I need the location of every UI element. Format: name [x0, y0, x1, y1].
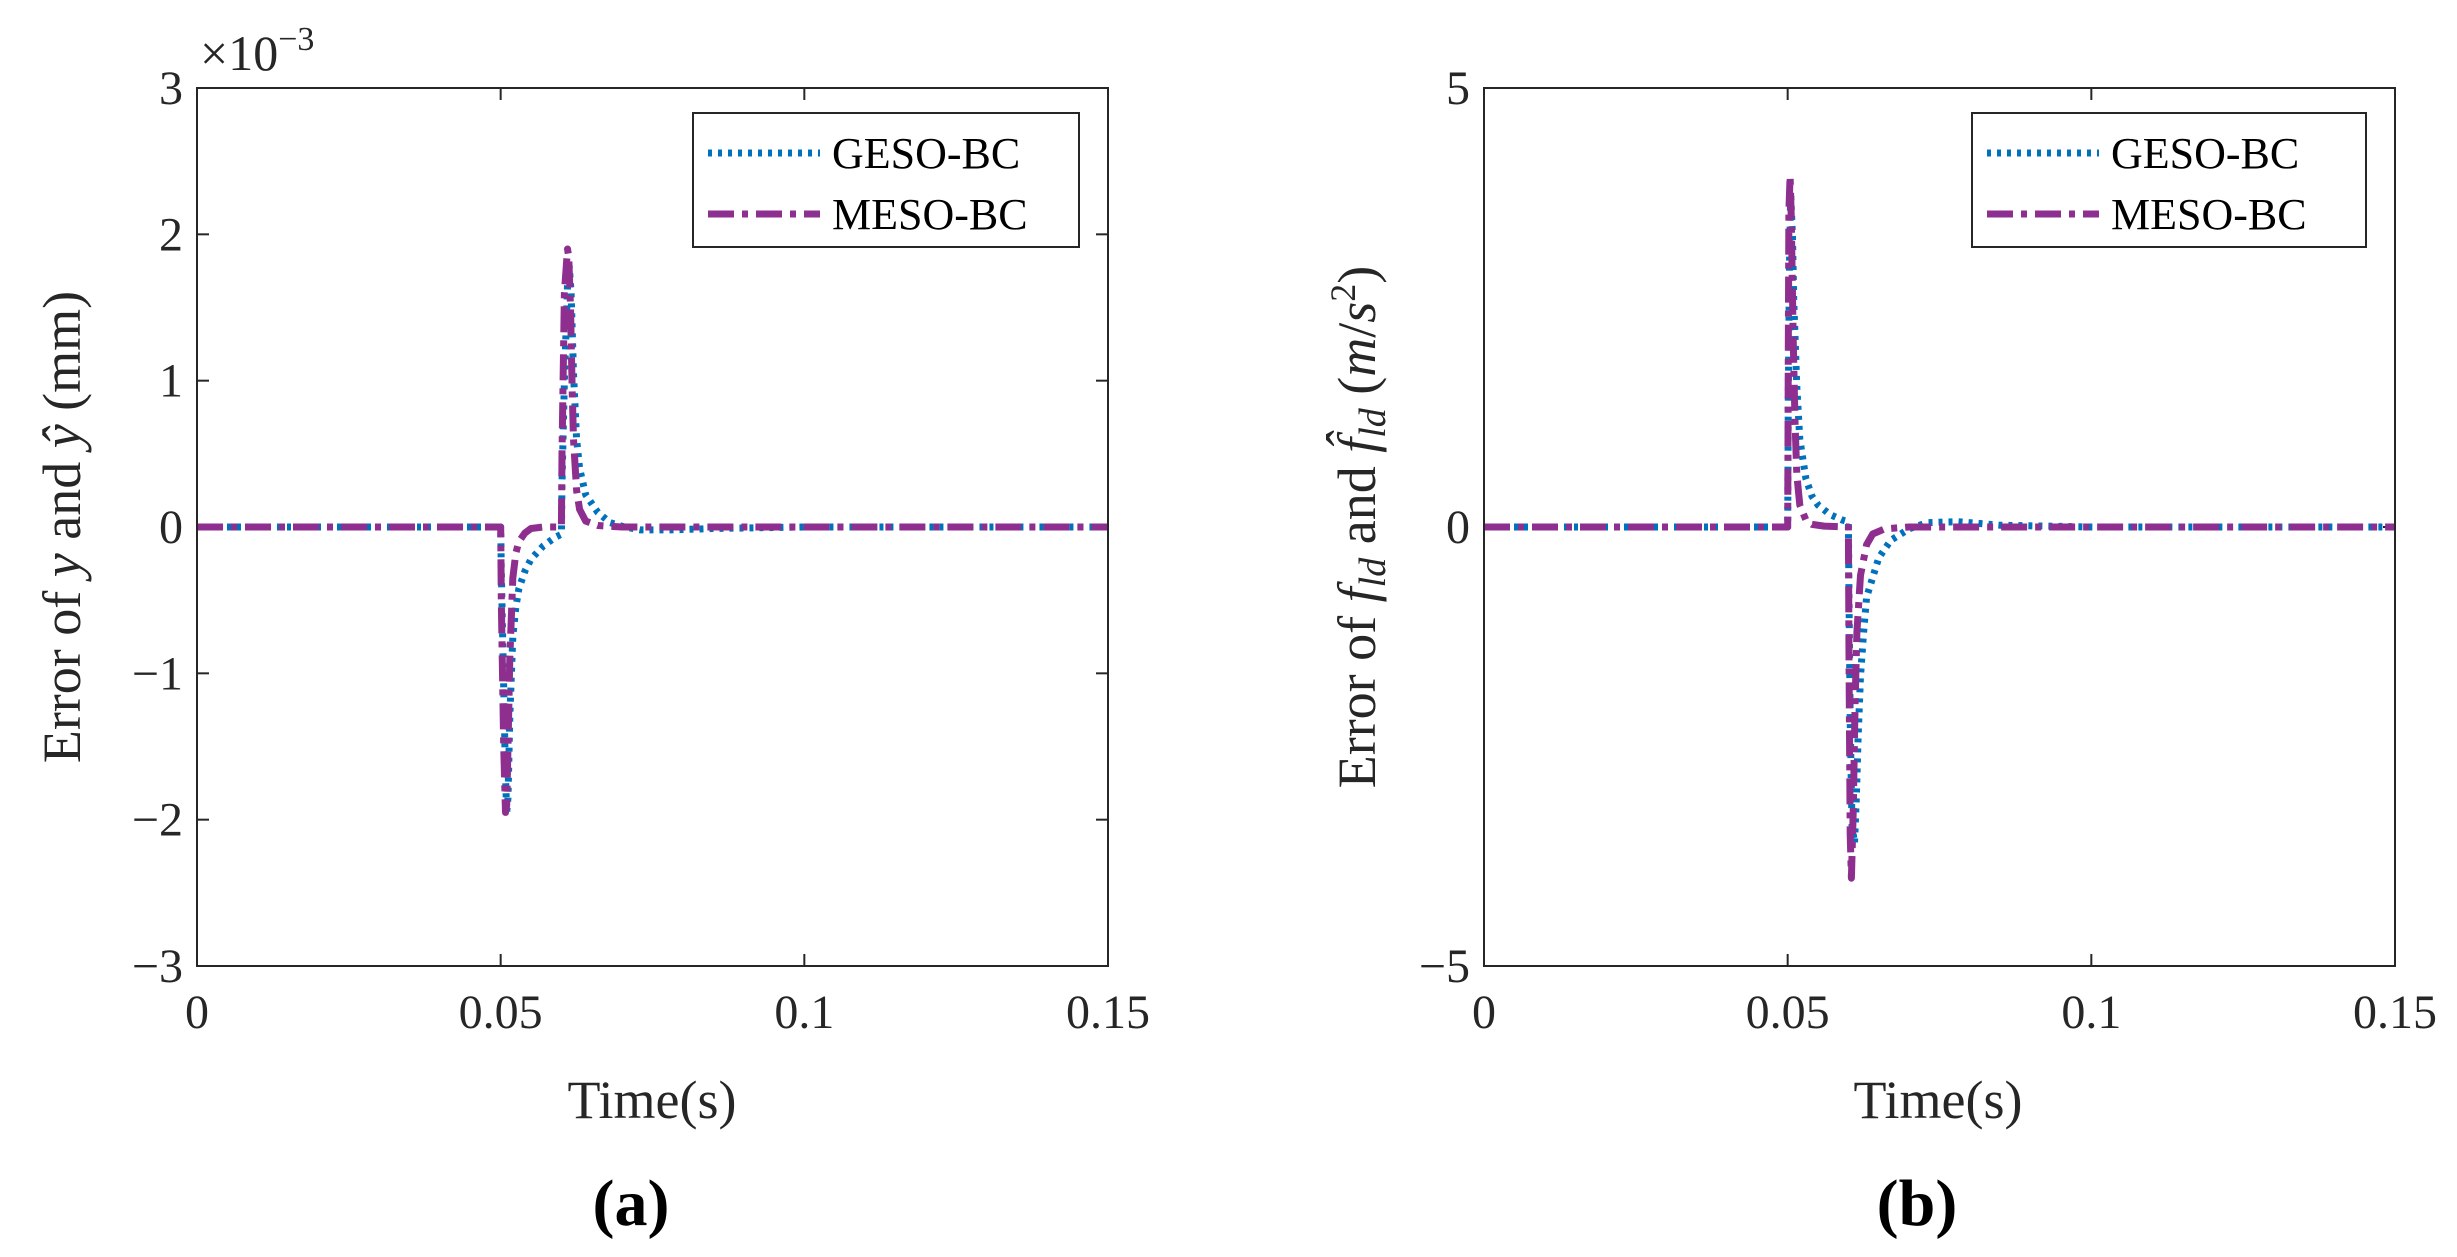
y-tick-label-b: 5 — [1446, 62, 1470, 115]
legend-label-geso-b: GESO-BC — [2111, 129, 2299, 178]
panel-a: 0 0.05 0.1 0.15 3 2 1 0 −1 −2 −3 ×10−3 GESO-BC MES… — [32, 21, 1150, 1240]
y-axis-title-a: Error of y and ŷ (mm) — [32, 291, 92, 763]
y-tick-label-a: 1 — [159, 355, 183, 408]
legend-box-a — [692, 112, 1080, 248]
series-line-meso-bc-b — [1484, 172, 2395, 882]
legend-label-meso-b: MESO-BC — [2111, 190, 2307, 239]
y-tick-label-b: −5 — [1419, 940, 1470, 993]
y-tick-label-a: 0 — [159, 501, 183, 554]
y-multiplier-a: ×10−3 — [200, 21, 314, 81]
y-tick-label-a: −1 — [132, 647, 183, 700]
legend-b: GESO-BC MESO-BC — [1971, 112, 2367, 248]
y-tick-label-a: 2 — [159, 208, 183, 261]
panel-label-a: (a) — [593, 1167, 670, 1240]
x-axis-title-b: Time(s) — [1853, 1070, 2022, 1130]
x-tick-label-b: 0.15 — [2353, 986, 2437, 1039]
x-tick-label-a: 0 — [185, 986, 209, 1039]
x-tick-label-b: 0 — [1472, 986, 1496, 1039]
axes-box-b — [1483, 87, 2396, 967]
x-tick-label-b: 0.1 — [2061, 986, 2121, 1039]
legend-label-geso-a: GESO-BC — [832, 129, 1020, 178]
ticks-a: 0 0.05 0.1 0.15 3 2 1 0 −1 −2 −3 — [132, 62, 1150, 1039]
legend-a: GESO-BC MESO-BC — [692, 112, 1080, 248]
y-tick-label-a: 3 — [159, 62, 183, 115]
legend-label-meso-a: MESO-BC — [832, 190, 1028, 239]
series-line-meso-bc-a — [197, 245, 1108, 816]
series-group-a — [197, 245, 1108, 816]
y-tick-label-b: 0 — [1446, 501, 1470, 554]
y-tick-label-a: −3 — [132, 940, 183, 993]
y-axis-title-b: Error of fld and f̂ld (m/s2) — [1323, 266, 1394, 789]
x-tick-label-b: 0.05 — [1746, 986, 1830, 1039]
x-tick-label-a: 0.1 — [774, 986, 834, 1039]
y-tick-label-a: −2 — [132, 794, 183, 847]
series-group-b — [1484, 172, 2395, 882]
legend-box-b — [1971, 112, 2367, 248]
x-tick-label-a: 0.15 — [1066, 986, 1150, 1039]
panel-label-b: (b) — [1877, 1167, 1958, 1240]
axes-box-a — [196, 87, 1109, 967]
x-tick-label-a: 0.05 — [459, 986, 543, 1039]
x-axis-title-a: Time(s) — [567, 1070, 736, 1130]
